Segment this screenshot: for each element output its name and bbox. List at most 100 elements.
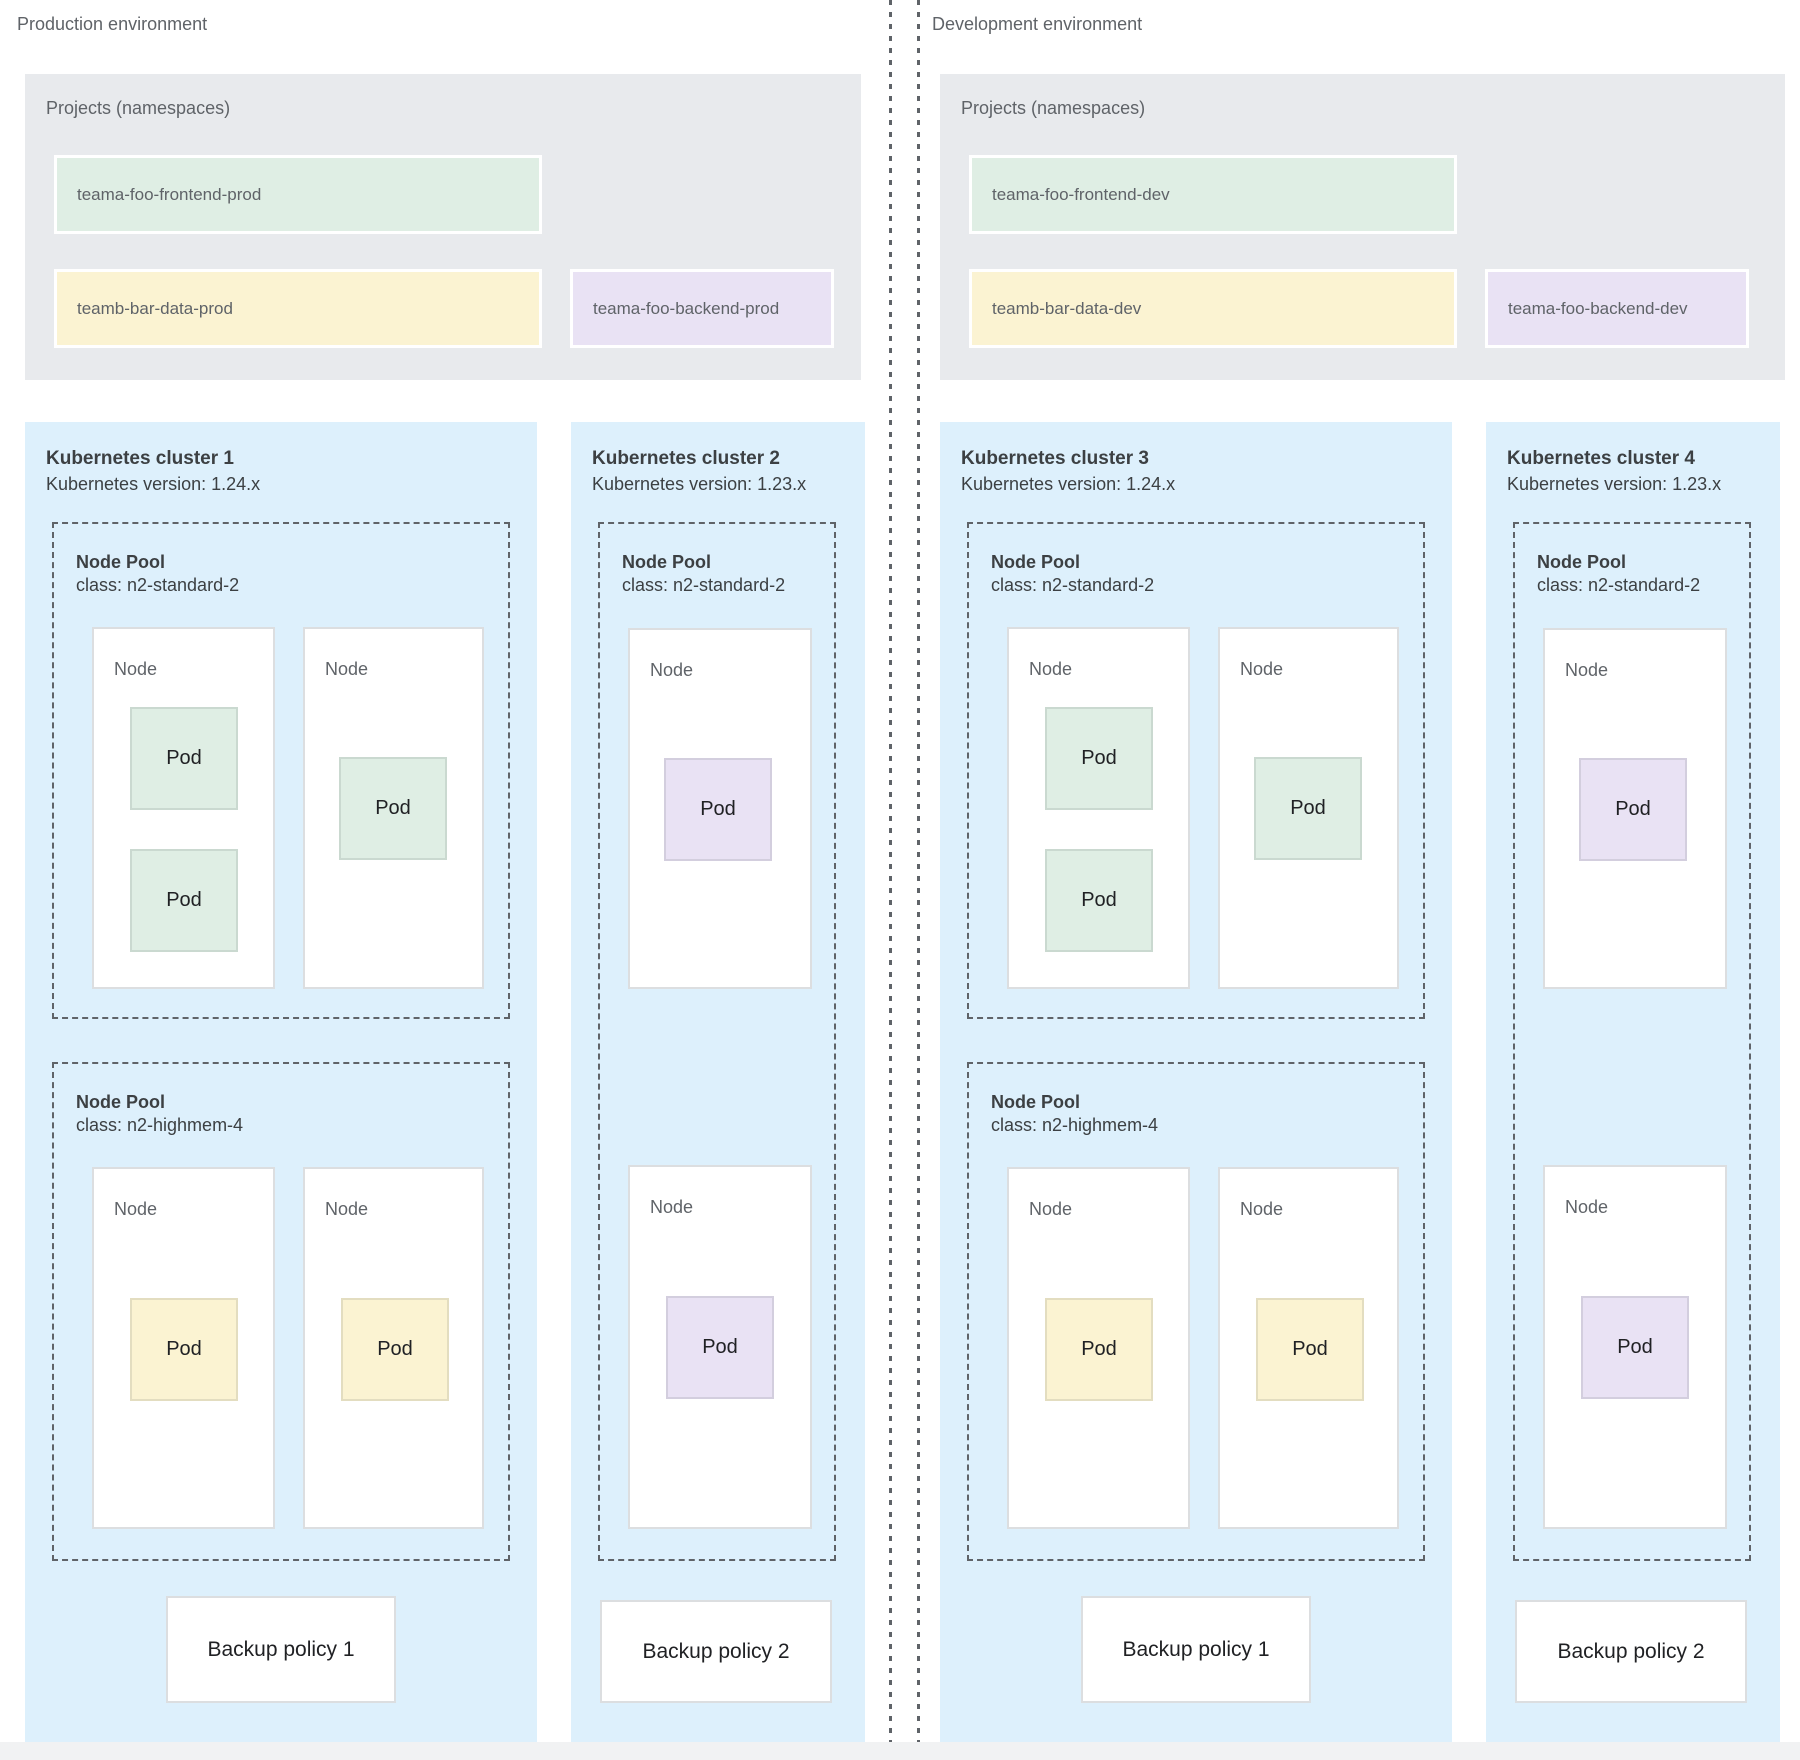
namespace-teamb-bar-data-prod: teamb-bar-data-prod (54, 269, 542, 348)
node-label: Node (1240, 1199, 1284, 1219)
node: Node Pod (1218, 627, 1399, 989)
node: Node Pod (303, 1167, 484, 1529)
pod: Pod (664, 758, 772, 861)
node-label: Node (1565, 1197, 1609, 1217)
backup-policy-label: Backup policy 2 (642, 1639, 790, 1663)
node-label: Node (1565, 660, 1609, 680)
node: Node Pod (628, 1165, 812, 1529)
node: Node Pod (1218, 1167, 1399, 1529)
pod: Pod (1256, 1298, 1364, 1401)
namespace-label: teama-foo-frontend-dev (992, 184, 1170, 204)
environment-divider-line (917, 0, 920, 1760)
pod-label: Pod (700, 798, 736, 820)
namespace-label: teamb-bar-data-prod (77, 298, 233, 318)
node: Node Pod (303, 627, 484, 989)
pod-label: Pod (377, 1338, 413, 1360)
node-pool-class: class: n2-standard-2 (991, 575, 1155, 595)
pod: Pod (1045, 707, 1153, 810)
namespace-teama-foo-backend-prod: teama-foo-backend-prod (570, 269, 834, 348)
node-label: Node (114, 659, 158, 679)
node-pool-title: Node Pool (991, 1092, 1080, 1112)
namespace-label: teamb-bar-data-dev (992, 298, 1142, 318)
projects-namespaces-box: Projects (namespaces) teama-foo-frontend… (25, 74, 861, 380)
node-label: Node (650, 660, 694, 680)
node-pool-standard: Node Pool class: n2-standard-2 Node Pod … (1513, 522, 1751, 1561)
projects-title: Projects (namespaces) (961, 98, 1146, 118)
environment-divider-line (889, 0, 892, 1760)
projects-title: Projects (namespaces) (46, 98, 231, 118)
pod-label: Pod (166, 1338, 202, 1360)
node-pool-title: Node Pool (622, 552, 711, 572)
namespace-label: teama-foo-backend-prod (593, 298, 780, 318)
cluster-version: Kubernetes version: 1.23.x (592, 474, 807, 494)
pod-label: Pod (1290, 797, 1326, 819)
namespace-teama-foo-frontend-dev: teama-foo-frontend-dev (969, 155, 1457, 234)
pod-label: Pod (1615, 798, 1651, 820)
cluster-version: Kubernetes version: 1.23.x (1507, 474, 1722, 494)
pod: Pod (130, 1298, 238, 1401)
pod: Pod (1581, 1296, 1689, 1399)
pod: Pod (1579, 758, 1687, 861)
pod-label: Pod (166, 747, 202, 769)
pod-label: Pod (1081, 1338, 1117, 1360)
node-pool-title: Node Pool (76, 552, 165, 572)
node-pool-standard: Node Pool class: n2-standard-2 Node Pod … (52, 522, 510, 1019)
backup-policy-label: Backup policy 1 (207, 1637, 355, 1661)
cluster-title: Kubernetes cluster 3 (961, 448, 1149, 469)
kubernetes-cluster-3: Kubernetes cluster 3 Kubernetes version:… (940, 422, 1452, 1742)
node-pool-title: Node Pool (76, 1092, 165, 1112)
node-label: Node (650, 1197, 694, 1217)
node: Node Pod (628, 628, 812, 989)
node: Node Pod Pod (1007, 627, 1190, 989)
pod: Pod (130, 707, 238, 810)
cluster-title: Kubernetes cluster 1 (46, 448, 234, 469)
backup-policy-label: Backup policy 1 (1122, 1637, 1270, 1661)
backup-policy-1: Backup policy 1 (166, 1596, 396, 1703)
namespace-label: teama-foo-frontend-prod (77, 184, 262, 204)
namespace-teama-foo-frontend-prod: teama-foo-frontend-prod (54, 155, 542, 234)
node: Node Pod (1543, 628, 1727, 989)
node: Node Pod (1543, 1165, 1727, 1529)
pod-label: Pod (1617, 1336, 1653, 1358)
pod: Pod (130, 849, 238, 952)
kubernetes-cluster-4: Kubernetes cluster 4 Kubernetes version:… (1486, 422, 1780, 1742)
node: Node Pod (1007, 1167, 1190, 1529)
node-label: Node (325, 659, 369, 679)
backup-policy-1: Backup policy 1 (1081, 1596, 1311, 1703)
namespace-teama-foo-backend-dev: teama-foo-backend-dev (1485, 269, 1749, 348)
node-pool-standard: Node Pool class: n2-standard-2 Node Pod … (598, 522, 836, 1561)
node-label: Node (325, 1199, 369, 1219)
backup-policy-label: Backup policy 2 (1557, 1639, 1705, 1663)
node: Node Pod (92, 1167, 275, 1529)
pod: Pod (666, 1296, 774, 1399)
node-pool-class: class: n2-standard-2 (1537, 575, 1701, 595)
pod: Pod (1254, 757, 1362, 860)
pod: Pod (341, 1298, 449, 1401)
kubernetes-cluster-2: Kubernetes cluster 2 Kubernetes version:… (571, 422, 865, 1742)
cluster-title: Kubernetes cluster 4 (1507, 448, 1695, 469)
pod-label: Pod (166, 889, 202, 911)
node-pool-highmem: Node Pool class: n2-highmem-4 Node Pod N… (52, 1062, 510, 1561)
pod-label: Pod (1081, 889, 1117, 911)
kubernetes-cluster-1: Kubernetes cluster 1 Kubernetes version:… (25, 422, 537, 1742)
node-pool-title: Node Pool (1537, 552, 1626, 572)
pod-label: Pod (375, 797, 411, 819)
node-pool-class: class: n2-standard-2 (622, 575, 786, 595)
namespace-teamb-bar-data-dev: teamb-bar-data-dev (969, 269, 1457, 348)
node-pool-class: class: n2-highmem-4 (991, 1115, 1159, 1135)
cluster-version: Kubernetes version: 1.24.x (46, 474, 261, 494)
production-environment: Production environment Projects (namespa… (17, 0, 865, 1760)
node-pool-class: class: n2-standard-2 (76, 575, 240, 595)
pod-label: Pod (1081, 747, 1117, 769)
node-label: Node (1029, 659, 1073, 679)
pod-label: Pod (1292, 1338, 1328, 1360)
pod-label: Pod (702, 1336, 738, 1358)
pod: Pod (1045, 849, 1153, 952)
node-pool-highmem: Node Pool class: n2-highmem-4 Node Pod N… (967, 1062, 1425, 1561)
node-label: Node (1240, 659, 1284, 679)
backup-policy-2: Backup policy 2 (1515, 1600, 1747, 1703)
node-pool-title: Node Pool (991, 552, 1080, 572)
backup-policy-2: Backup policy 2 (600, 1600, 832, 1703)
cluster-title: Kubernetes cluster 2 (592, 448, 780, 469)
